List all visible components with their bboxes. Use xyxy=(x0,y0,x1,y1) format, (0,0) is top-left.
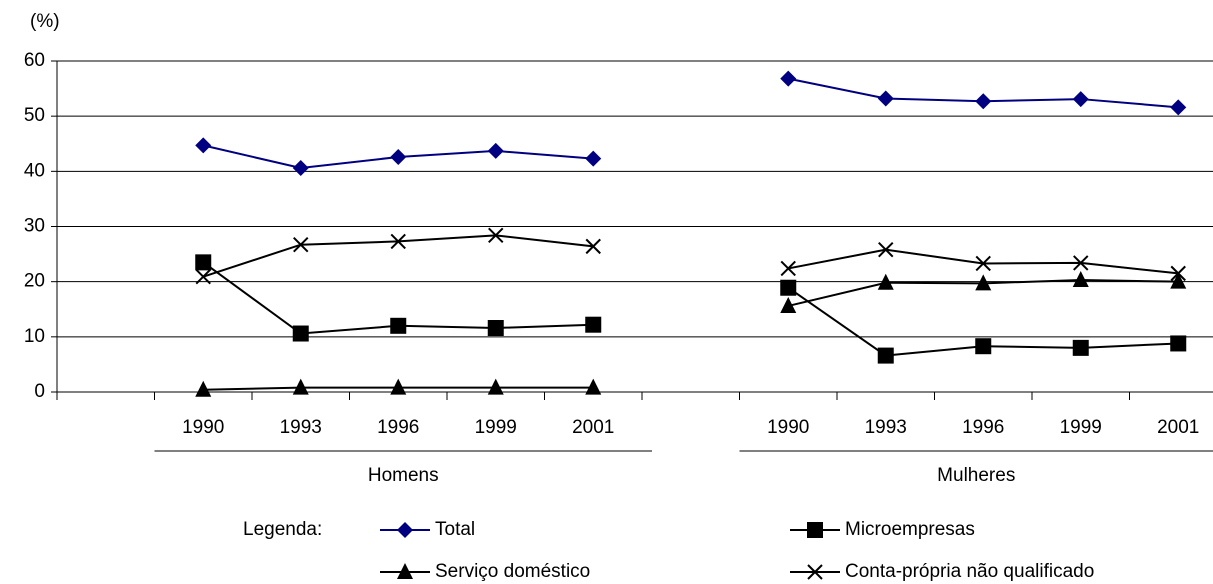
legend-marker xyxy=(397,563,413,579)
x-tick-label: 1993 xyxy=(865,417,907,438)
point xyxy=(390,233,406,250)
point xyxy=(975,93,992,110)
group-label: Homens xyxy=(368,465,439,486)
point xyxy=(293,236,309,253)
point xyxy=(975,338,992,355)
point xyxy=(487,142,504,159)
x-tick-label: 1996 xyxy=(377,417,419,438)
point xyxy=(1072,91,1089,108)
x-tick-label: 2001 xyxy=(572,417,614,438)
point xyxy=(780,70,797,87)
legend-marker xyxy=(397,522,413,538)
point xyxy=(195,137,212,154)
series-line xyxy=(203,279,1179,391)
legend-title: Legenda: xyxy=(243,519,322,540)
point xyxy=(292,325,309,342)
point xyxy=(1170,99,1187,116)
series-line xyxy=(202,261,1179,357)
point xyxy=(1170,272,1187,289)
point xyxy=(390,378,407,395)
x-tick-label: 1993 xyxy=(280,417,322,438)
point xyxy=(585,238,601,255)
point xyxy=(390,148,407,165)
point xyxy=(488,227,504,244)
point xyxy=(780,260,796,277)
legend-marker xyxy=(807,564,823,580)
point xyxy=(780,296,797,313)
point xyxy=(975,274,992,291)
point xyxy=(780,279,797,296)
y-tick-label: 30 xyxy=(24,216,45,237)
point xyxy=(1073,255,1089,271)
x-tick-label: 1999 xyxy=(475,417,517,438)
y-tick-label: 50 xyxy=(24,105,45,126)
point xyxy=(292,378,309,395)
point xyxy=(195,380,212,397)
legend-label: Microempresas xyxy=(845,519,975,540)
point xyxy=(1170,265,1186,282)
point xyxy=(585,150,602,167)
y-tick-label: 60 xyxy=(24,50,45,71)
y-tick-label: 20 xyxy=(24,271,45,292)
point xyxy=(1170,335,1187,352)
point xyxy=(487,320,504,337)
point xyxy=(877,90,894,107)
point xyxy=(292,160,309,177)
point xyxy=(877,347,894,364)
x-tick-label: 1999 xyxy=(1060,417,1102,438)
point xyxy=(878,241,894,258)
series-line xyxy=(203,77,1179,170)
x-tick-label: 1990 xyxy=(767,417,809,438)
point xyxy=(487,378,504,395)
legend-label: Total xyxy=(435,519,475,540)
point xyxy=(585,316,602,333)
point xyxy=(877,273,894,290)
y-tick-label: 10 xyxy=(24,326,45,347)
legend-marker xyxy=(807,522,823,538)
y-tick-label: 40 xyxy=(24,160,45,181)
point xyxy=(1072,271,1089,288)
point xyxy=(975,255,991,272)
group-label: Mulheres xyxy=(937,465,1015,486)
series-line xyxy=(202,234,1179,278)
legend-label: Conta-própria não qualificado xyxy=(845,561,1094,582)
x-tick-label: 2001 xyxy=(1157,417,1199,438)
point xyxy=(195,268,211,285)
x-tick-label: 1990 xyxy=(182,417,224,438)
y-tick-label: 0 xyxy=(34,381,45,402)
point xyxy=(195,254,212,271)
point xyxy=(1072,339,1089,356)
x-tick-label: 1996 xyxy=(962,417,1004,438)
legend-label: Serviço doméstico xyxy=(435,561,590,582)
point xyxy=(585,378,602,395)
point xyxy=(390,317,407,334)
y-unit-label: (%) xyxy=(30,11,60,32)
